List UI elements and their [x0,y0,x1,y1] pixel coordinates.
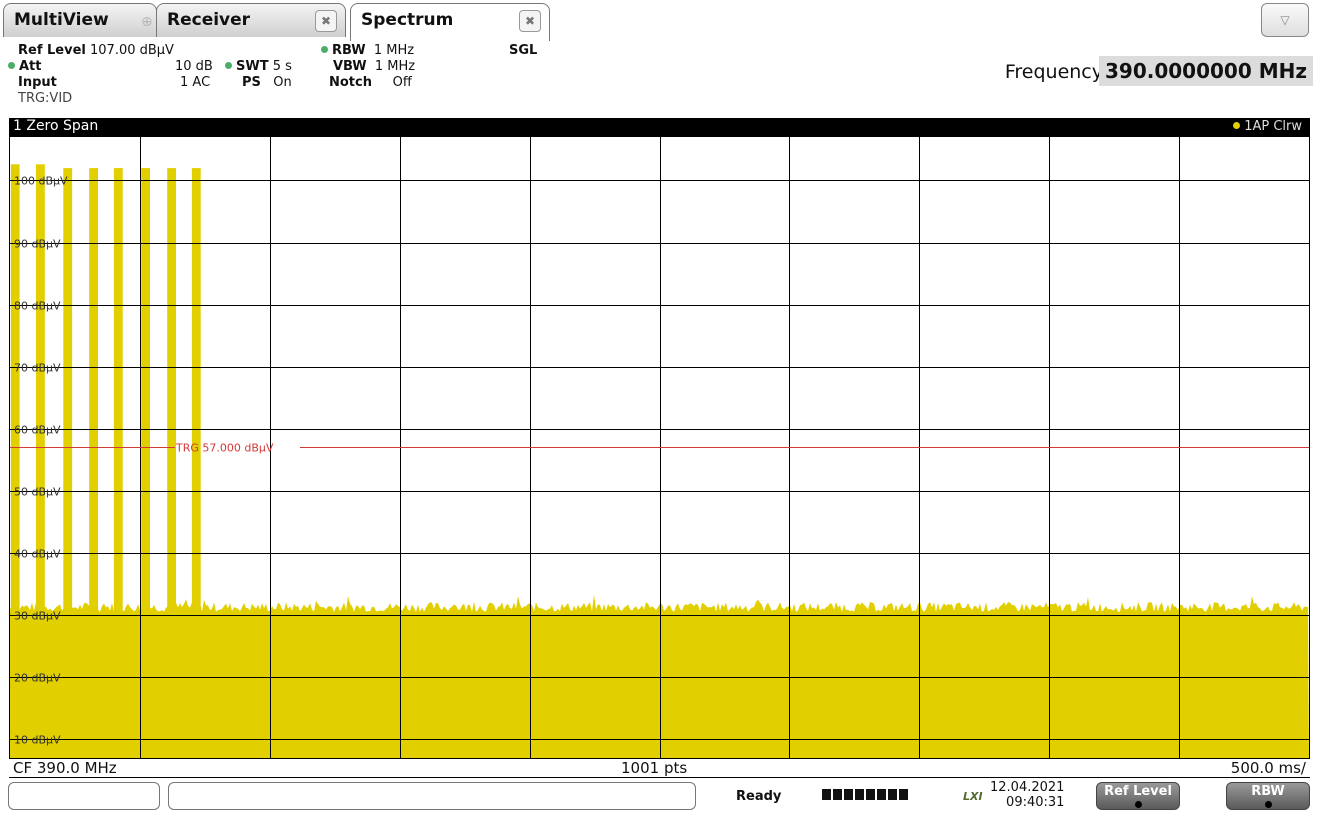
tab-multiview[interactable]: MultiView ⊕ [3,3,157,37]
swt-status-icon [225,62,232,69]
notch-value: Off [392,75,412,90]
rbw-info: RBW 1 MHz [321,43,414,58]
rbw-label: RBW [332,43,366,58]
ref-level-softkey-label: Ref Level [1104,784,1172,799]
y-tick-label: 60 dBµV [14,424,61,437]
trigger-info: TRG:VID [18,91,73,106]
frequency-label: Frequency [1004,61,1103,83]
y-tick-label: 70 dBµV [14,362,61,375]
y-tick-label: 50 dBµV [14,486,61,499]
y-tick-label: 30 dBµV [14,610,61,623]
pulse-bar [113,168,123,758]
vbw-info: VBW 1 MHz [333,59,415,74]
rbw-softkey[interactable]: RBW [1226,782,1310,810]
ref-level-softkey-indicator-icon [1135,801,1142,808]
noise-floor-area [10,594,1309,758]
vbw-value: 1 MHz [374,59,416,74]
pulse-bar [63,168,73,758]
tab-receiver[interactable]: Receiver ✖ [156,3,346,37]
notch-label: Notch [329,75,372,90]
pulse-bar [89,168,98,758]
swt-label: SWT [236,59,269,74]
ready-status: Ready [736,789,782,804]
diagram-title: 1 Zero Span [13,118,99,134]
multiview-grid-icon: ⊕ [141,14,153,30]
y-tick-label: 10 dBµV [14,734,61,747]
swt-info: SWT 5 s [225,59,292,74]
tab-dropdown-chevron-down-icon[interactable]: ▽ [1261,3,1309,37]
trace-status-icon [1233,122,1241,129]
date: 12.04.2021 [990,780,1065,795]
diagram-header: 1 Zero Span 1AP Clrw [9,118,1310,137]
att-info: Att [8,59,42,74]
pulse-bar [167,168,176,758]
center-frequency: CF 390.0 MHz [13,759,117,777]
tab-spectrum[interactable]: Spectrum ✖ [350,3,550,41]
y-tick-label: 90 dBµV [14,238,61,251]
frequency-value[interactable]: 390.0000000 MHz [1098,56,1313,86]
status-field-left [8,782,160,810]
sgl-indicator: SGL [509,43,538,58]
bottom-status-bar: Ready LXI 12.04.2021 09:40:31 Ref Level … [0,778,1317,813]
sweep-points: 1001 pts [621,759,688,777]
rbw-softkey-label: RBW [1251,784,1285,799]
pulse-bar [36,164,45,758]
diagram-footer: CF 390.0 MHz 1001 pts 500.0 ms/ [9,758,1310,778]
att-value: 10 dB [175,59,213,74]
tab-receiver-close-icon[interactable]: ✖ [315,10,337,32]
tab-receiver-label: Receiver [167,10,251,30]
status-field-message [168,782,696,810]
rbw-value: 1 MHz [373,43,415,58]
y-tick-label: 100 dBµV [14,175,68,188]
trace-label: 1AP Clrw [1233,119,1302,134]
y-tick-label: 80 dBµV [14,300,61,313]
time: 09:40:31 [1006,795,1065,810]
ps-value: On [273,75,292,90]
att-status-icon [8,62,15,69]
ref-level-info: Ref Level 107.00 dBµV [18,43,174,58]
ps-label: PS [242,75,261,90]
pulse-bar [191,168,201,758]
tab-bar: MultiView ⊕ Receiver ✖ Spectrum ✖ ▽ [0,0,1317,41]
time-per-division: 500.0 ms/ [1230,759,1306,777]
spectrum-plot[interactable]: 100 dBµV 90 dBµV 80 dBµV 70 dBµV 60 dBµV 50 d… [9,137,1310,758]
trace-label-text: 1AP Clrw [1244,119,1302,134]
pulse-bar [141,168,150,758]
input-label-text: Input [18,75,57,90]
att-label: Att [19,59,42,74]
ref-level-label: Ref Level [18,43,86,58]
pulse-bar [10,164,20,758]
channel-status-bar: Ref Level 107.00 dBµV Att 10 dB Input 1 … [0,40,1317,118]
spectrum-trace-svg: 100 dBµV 90 dBµV 80 dBµV 70 dBµV 60 dBµV 50 d… [10,137,1309,758]
date-time: 12.04.2021 09:40:31 [990,780,1064,810]
ref-level-value: 107.00 dBµV [90,43,174,58]
y-tick-label: 40 dBµV [14,548,61,561]
rbw-softkey-indicator-icon [1265,801,1272,808]
input-value: 1 AC [180,75,211,90]
input-label: Input [18,75,57,90]
progress-indicator [822,789,908,800]
ref-level-softkey[interactable]: Ref Level [1096,782,1180,810]
tab-multiview-label: MultiView [14,10,109,30]
lxi-logo: LXI [963,790,983,803]
y-tick-label: 20 dBµV [14,672,61,685]
trigger-level-label: TRG 57.000 dBµV [175,442,274,455]
ps-info: PS On [242,75,292,90]
notch-info: Notch Off [329,75,412,90]
tab-spectrum-label: Spectrum [361,10,454,30]
vbw-label: VBW [333,59,367,74]
swt-value: 5 s [272,59,292,74]
rbw-status-icon [321,46,328,53]
tab-spectrum-close-icon[interactable]: ✖ [519,10,541,32]
